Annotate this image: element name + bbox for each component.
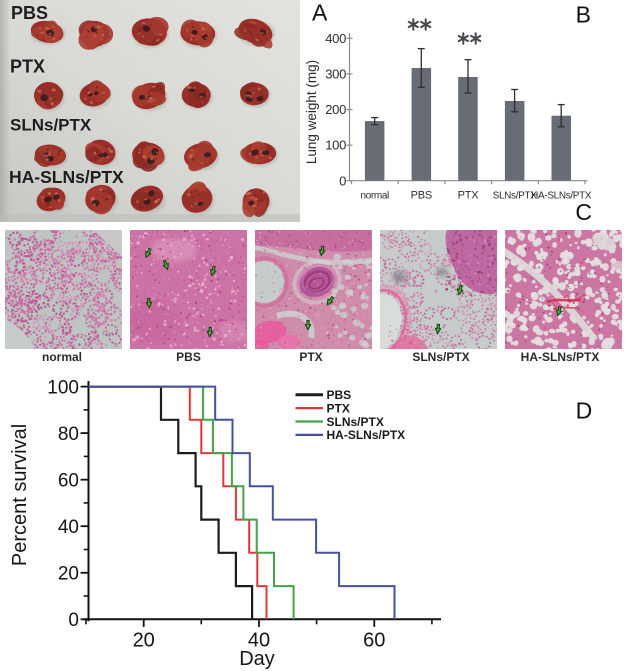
svg-text:40: 40 [58, 517, 79, 538]
svg-text:PTX: PTX [10, 57, 45, 77]
svg-text:SLNs/PTX: SLNs/PTX [412, 350, 469, 364]
svg-text:PTX: PTX [327, 401, 350, 415]
svg-text:20: 20 [133, 630, 155, 652]
svg-text:60: 60 [363, 630, 385, 652]
svg-text:0: 0 [339, 173, 346, 188]
svg-text:SLNs/PTX: SLNs/PTX [493, 191, 538, 202]
svg-text:PBS: PBS [11, 3, 48, 23]
svg-text:100: 100 [325, 138, 346, 153]
svg-text:20: 20 [58, 564, 79, 585]
svg-text:80: 80 [58, 424, 79, 445]
svg-text:B: B [576, 2, 591, 28]
svg-text:PTX: PTX [299, 350, 322, 364]
svg-text:normal: normal [360, 191, 389, 202]
svg-text:A: A [312, 0, 328, 26]
svg-text:40: 40 [248, 630, 270, 652]
svg-text:PTX: PTX [458, 190, 480, 202]
svg-text:300: 300 [325, 67, 346, 82]
svg-text:HA-SLNs/PTX: HA-SLNs/PTX [9, 167, 124, 187]
svg-text:200: 200 [325, 102, 346, 117]
svg-text:HA-SLNs/PTX: HA-SLNs/PTX [327, 428, 406, 442]
svg-text:60: 60 [58, 471, 79, 492]
svg-text:0: 0 [68, 610, 79, 631]
svg-text:PBS: PBS [327, 388, 352, 402]
svg-text:Lung weight (mg): Lung weight (mg) [304, 60, 319, 164]
svg-text:HA-SLNs/PTX: HA-SLNs/PTX [521, 350, 600, 364]
svg-text:100: 100 [47, 377, 79, 398]
svg-text:C: C [575, 199, 592, 225]
svg-text:HA-SLNs/PTX: HA-SLNs/PTX [531, 191, 592, 202]
svg-text:Day: Day [239, 648, 275, 670]
svg-text:SLNs/PTX: SLNs/PTX [327, 415, 384, 429]
svg-text:SLNs/PTX: SLNs/PTX [10, 116, 92, 135]
svg-text:400: 400 [325, 31, 346, 46]
svg-text:Percent survival: Percent survival [9, 424, 31, 566]
svg-text:D: D [576, 398, 593, 424]
svg-text:PBS: PBS [176, 350, 201, 364]
svg-text:normal: normal [42, 350, 82, 364]
svg-text:PBS: PBS [411, 190, 432, 202]
